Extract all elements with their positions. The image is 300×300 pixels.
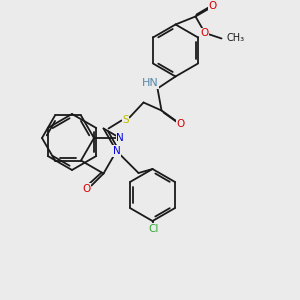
Text: HN: HN: [142, 79, 159, 88]
Text: O: O: [208, 2, 217, 11]
Text: Cl: Cl: [148, 224, 159, 234]
Text: O: O: [82, 184, 91, 194]
Text: S: S: [122, 116, 129, 125]
Text: CH₃: CH₃: [226, 34, 244, 44]
Text: N: N: [112, 146, 120, 156]
Text: N: N: [116, 133, 124, 143]
Text: O: O: [176, 119, 184, 130]
Text: O: O: [200, 28, 208, 38]
